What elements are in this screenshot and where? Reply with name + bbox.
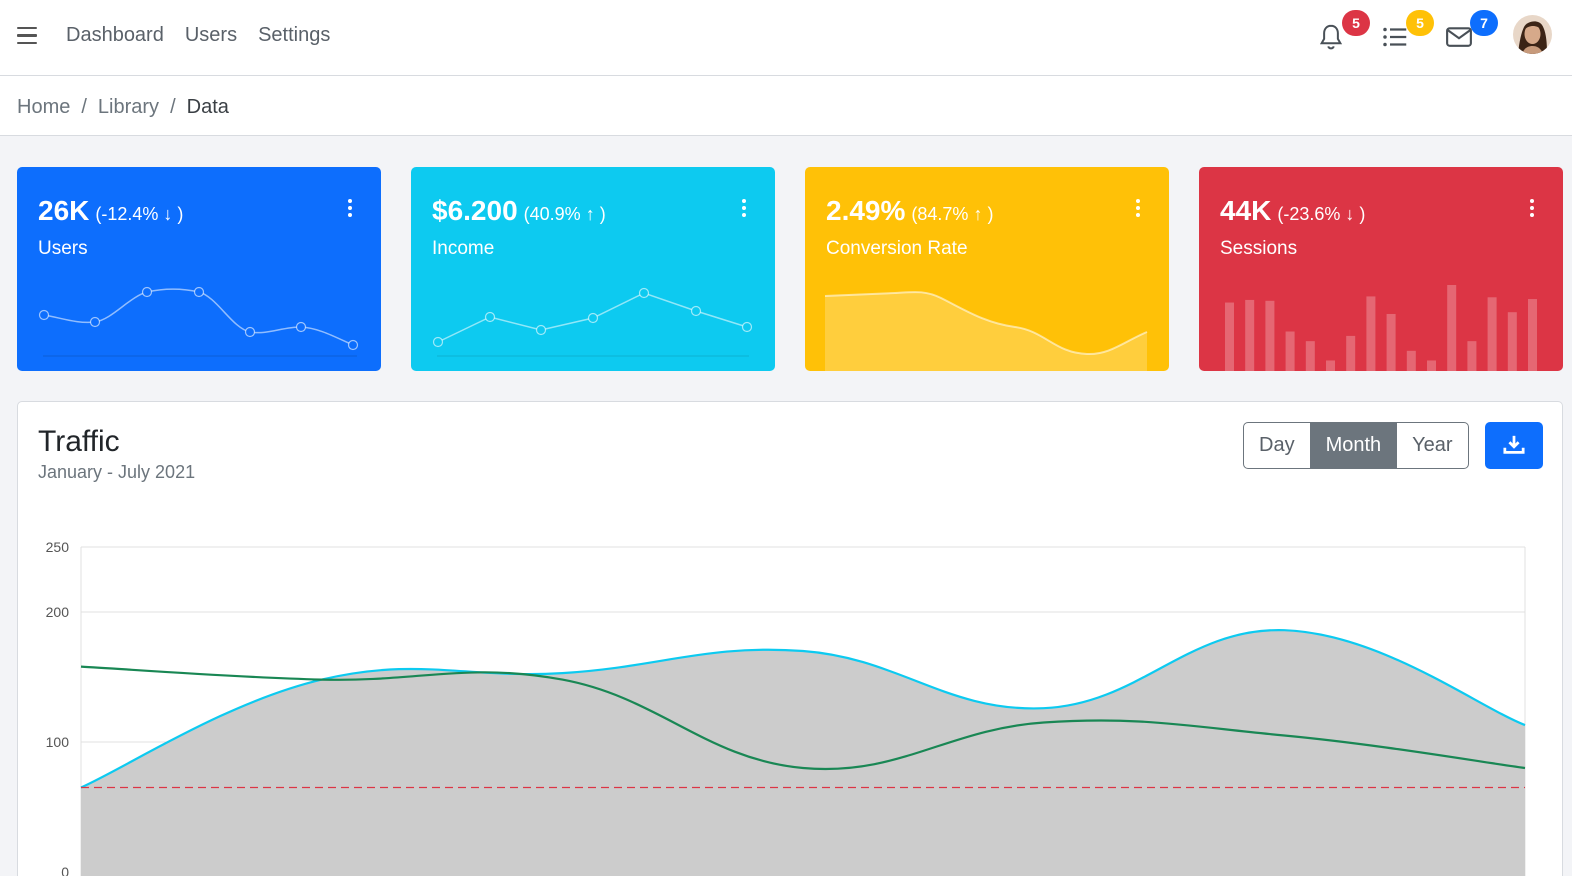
stat-card-users: 26K (-12.4% ↓ ) Users — [17, 167, 381, 371]
y-tick-label: 0 — [61, 864, 69, 876]
period-toggle: Day Month Year — [1243, 422, 1469, 469]
breadcrumb-library[interactable]: Library — [97, 96, 160, 118]
session-bar — [1305, 341, 1315, 371]
arrow-up-icon: ↑ — [973, 204, 983, 224]
more-options-icon[interactable] — [1529, 199, 1535, 217]
breadcrumb-bar: Home / Library / Data — [0, 76, 1572, 136]
session-bar — [1326, 360, 1335, 371]
period-day-button[interactable]: Day — [1259, 434, 1295, 456]
stat-value: 44K — [1220, 195, 1272, 226]
y-tick-label: 250 — [46, 539, 70, 555]
more-options-icon[interactable] — [741, 199, 747, 217]
avatar[interactable] — [1513, 15, 1552, 54]
stat-change: (-23.6% — [1277, 204, 1341, 224]
period-month-button[interactable]: Month — [1309, 423, 1397, 468]
menu-toggle-icon[interactable] — [17, 27, 37, 45]
users-sparkline — [38, 286, 359, 357]
breadcrumb: Home / Library / Data — [17, 96, 229, 118]
main-nav: Dashboard Users Settings — [66, 24, 330, 47]
stat-label: Conversion Rate — [826, 238, 968, 259]
stat-card-conversion: 2.49% (84.7% ↑ ) Conversion Rate — [805, 167, 1169, 371]
breadcrumb-data: Data — [186, 96, 229, 118]
tasks-button[interactable]: 5 — [1380, 10, 1434, 52]
session-bar — [1528, 299, 1537, 371]
traffic-subtitle: January - July 2021 — [38, 462, 196, 482]
conversion-sparkline — [824, 291, 1148, 371]
session-bar — [1265, 300, 1275, 371]
session-bar — [1346, 335, 1356, 371]
session-bar — [1427, 360, 1436, 371]
session-bar — [1386, 313, 1396, 371]
nav-users[interactable]: Users — [184, 24, 238, 46]
session-bar — [1225, 302, 1234, 371]
list-icon — [1383, 27, 1407, 47]
session-bar — [1285, 331, 1295, 371]
income-sparkline — [432, 287, 753, 357]
stat-label: Sessions — [1220, 238, 1298, 259]
period-year-button[interactable]: Year — [1396, 423, 1467, 468]
stat-value: 26K — [38, 195, 90, 226]
session-bar — [1406, 350, 1416, 371]
traffic-area-fill — [81, 630, 1525, 876]
session-bar — [1366, 296, 1376, 371]
stat-change: (40.9% — [523, 204, 581, 224]
download-icon — [1503, 435, 1525, 454]
stat-value: 2.49% — [826, 195, 906, 226]
y-tick-label: 100 — [46, 734, 70, 750]
nav-dashboard[interactable]: Dashboard — [66, 24, 164, 46]
stat-card-income: $6.200 (40.9% ↑ ) Income — [411, 167, 775, 371]
more-options-icon[interactable] — [347, 199, 353, 217]
nav-settings[interactable]: Settings — [258, 24, 331, 46]
y-tick-label: 200 — [46, 604, 70, 620]
messages-badge: 7 — [1470, 10, 1498, 36]
session-bar — [1467, 341, 1477, 371]
session-bar — [1507, 312, 1517, 371]
traffic-series-line-1 — [80, 665, 1526, 771]
header: Dashboard Users Settings 5 5 7 — [0, 0, 1572, 76]
arrow-up-icon: ↑ — [585, 204, 595, 224]
traffic-title: Traffic — [38, 425, 120, 458]
download-button[interactable] — [1485, 422, 1543, 469]
session-bar — [1245, 299, 1255, 371]
stat-label: Users — [38, 238, 88, 259]
stat-change: (-12.4% — [95, 204, 159, 224]
more-options-icon[interactable] — [1135, 199, 1141, 217]
traffic-chart: 0 100 200 250 — [46, 539, 1526, 876]
sessions-sparkline — [1225, 285, 1537, 371]
session-bar — [1447, 285, 1457, 371]
stat-label: Income — [432, 238, 495, 259]
bell-icon — [1319, 24, 1343, 50]
arrow-down-icon: ↓ — [1345, 204, 1355, 224]
arrow-down-icon: ↓ — [163, 204, 173, 224]
tasks-badge: 5 — [1406, 10, 1434, 36]
messages-button[interactable]: 7 — [1444, 10, 1498, 52]
envelope-icon — [1446, 27, 1472, 47]
breadcrumb-home[interactable]: Home — [17, 96, 71, 118]
stat-value: $6.200 — [432, 195, 518, 226]
stat-card-sessions: 44K (-23.6% ↓ ) Sessions — [1199, 167, 1563, 371]
session-bar — [1487, 297, 1497, 371]
stat-change: (84.7% — [911, 204, 969, 224]
notifications-button[interactable]: 5 — [1316, 10, 1370, 52]
notifications-badge: 5 — [1342, 10, 1370, 36]
traffic-card: Traffic January - July 2021 Day Month Ye… — [17, 401, 1563, 876]
